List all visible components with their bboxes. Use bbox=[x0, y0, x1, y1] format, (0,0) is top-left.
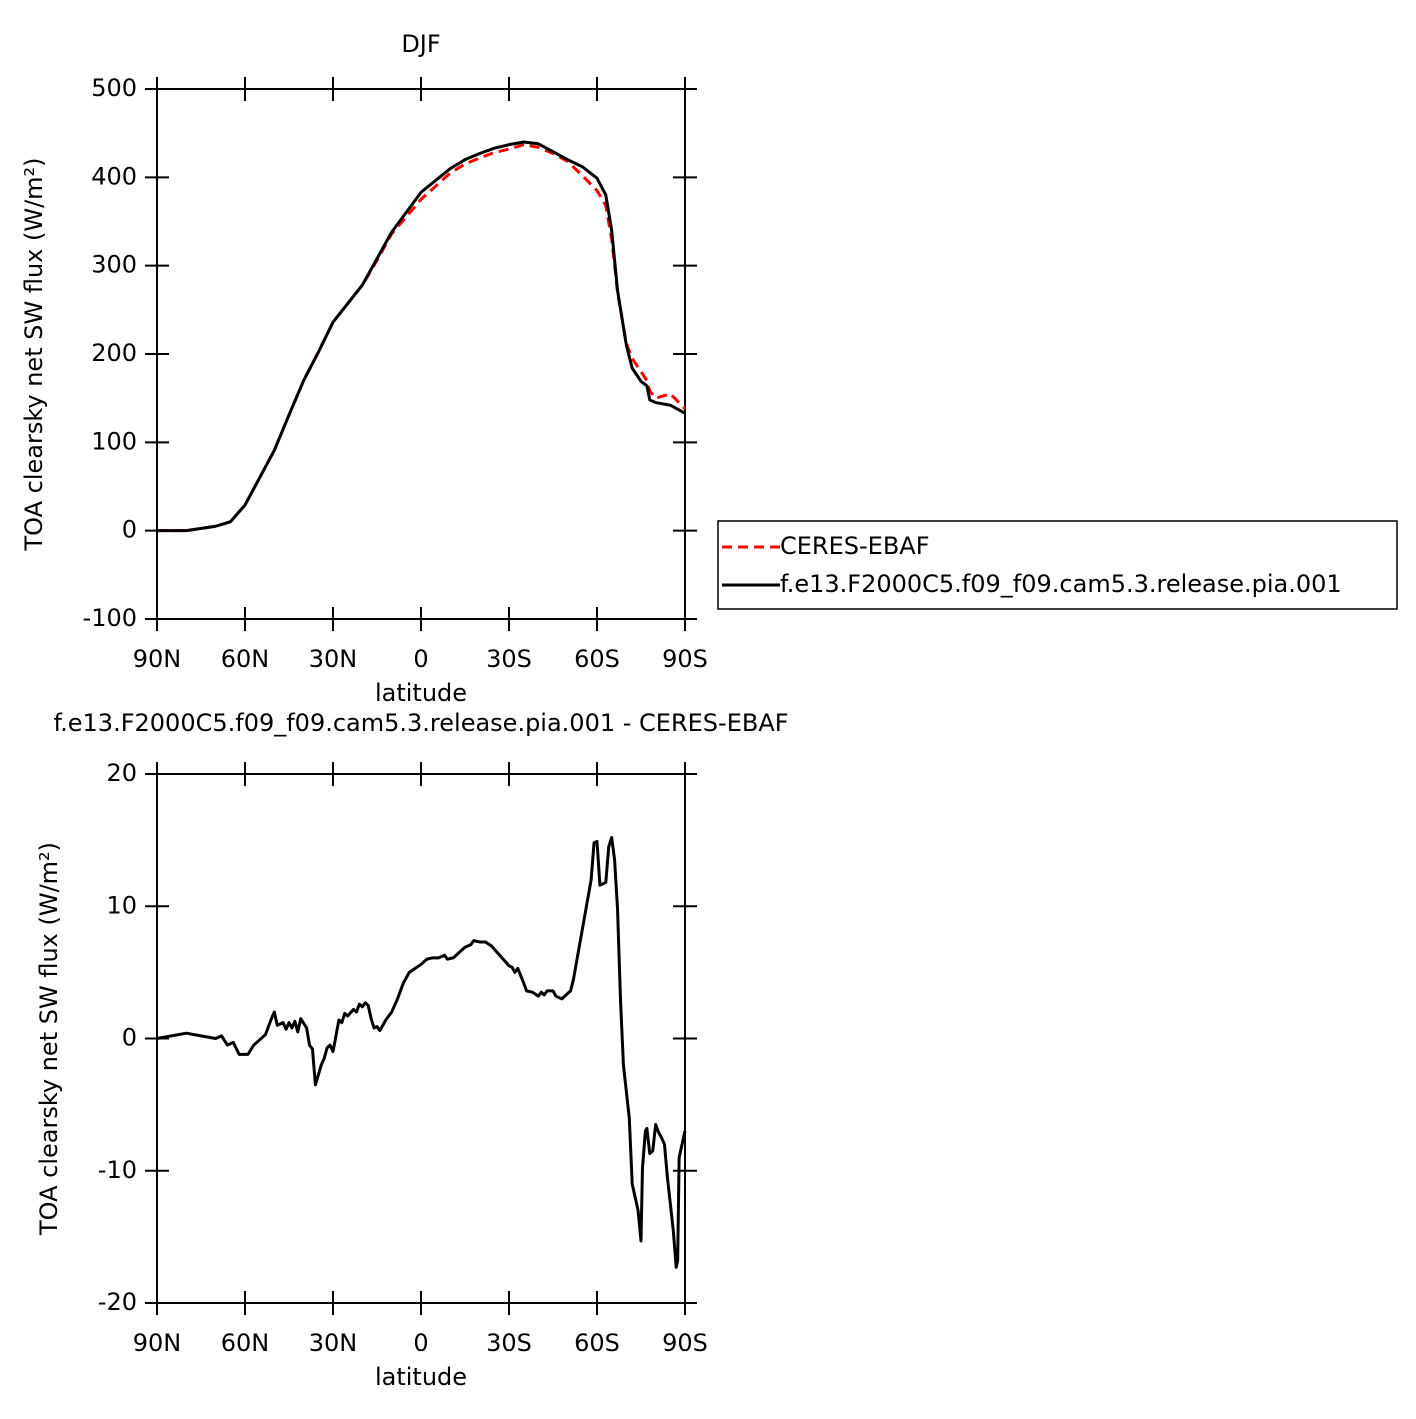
x-tick-label: 0 bbox=[413, 645, 428, 673]
legend-label: f.e13.F2000C5.f09_f09.cam5.3.release.pia… bbox=[780, 570, 1342, 598]
x-tick-label: 30N bbox=[309, 645, 358, 673]
y-tick-label: 300 bbox=[91, 251, 137, 279]
y-tick-label: -100 bbox=[83, 604, 137, 632]
y-tick-label: 100 bbox=[91, 427, 137, 455]
x-tick-label: 30S bbox=[486, 1329, 532, 1357]
x-tick-label: 30S bbox=[486, 645, 532, 673]
legend-box bbox=[717, 520, 1398, 610]
x-tick-label: 90N bbox=[133, 1329, 182, 1357]
y-tick-label: 400 bbox=[91, 162, 137, 190]
data-line bbox=[157, 140, 686, 533]
x-tick-label: 90S bbox=[662, 645, 708, 673]
x-tick-label: 60S bbox=[574, 1329, 620, 1357]
chart-title: f.e13.F2000C5.f09_f09.cam5.3.release.pia… bbox=[53, 709, 788, 737]
plot-frame bbox=[156, 773, 686, 1304]
x-axis-label: latitude bbox=[375, 679, 467, 707]
y-tick-label: -10 bbox=[98, 1156, 137, 1184]
data-line bbox=[156, 835, 687, 1269]
y-tick-label: 0 bbox=[122, 1024, 137, 1052]
chart-title: DJF bbox=[401, 30, 440, 58]
x-axis-label: latitude bbox=[375, 1363, 467, 1391]
x-tick-label: 0 bbox=[413, 1329, 428, 1357]
y-tick-label: -20 bbox=[98, 1288, 137, 1316]
x-tick-label: 60N bbox=[221, 1329, 270, 1357]
y-axis-label: TOA clearsky net SW flux (W/m²) bbox=[35, 842, 63, 1236]
y-tick-label: 200 bbox=[91, 339, 137, 367]
x-tick-label: 90S bbox=[662, 1329, 708, 1357]
legend-label: CERES-EBAF bbox=[780, 532, 930, 560]
y-tick-label: 500 bbox=[91, 74, 137, 102]
y-axis-label: TOA clearsky net SW flux (W/m²) bbox=[20, 157, 48, 551]
y-tick-label: 10 bbox=[106, 891, 137, 919]
x-tick-label: 60S bbox=[574, 645, 620, 673]
y-tick-label: 0 bbox=[122, 516, 137, 544]
x-tick-label: 90N bbox=[133, 645, 182, 673]
y-tick-label: 20 bbox=[106, 759, 137, 787]
plot-frame bbox=[156, 88, 686, 620]
x-tick-label: 30N bbox=[309, 1329, 358, 1357]
x-tick-label: 60N bbox=[221, 645, 270, 673]
